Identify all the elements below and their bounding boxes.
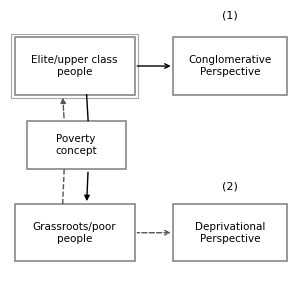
Text: Poverty
concept: Poverty concept [55, 134, 97, 156]
Text: Grassroots/poor
people: Grassroots/poor people [33, 222, 117, 243]
FancyBboxPatch shape [15, 37, 135, 95]
FancyBboxPatch shape [27, 121, 126, 169]
Text: (2): (2) [222, 182, 238, 192]
FancyBboxPatch shape [15, 204, 135, 261]
FancyBboxPatch shape [174, 37, 287, 95]
FancyBboxPatch shape [174, 204, 287, 261]
Text: (1): (1) [222, 11, 238, 21]
Text: Deprivational
Perspective: Deprivational Perspective [195, 222, 266, 243]
FancyBboxPatch shape [11, 34, 138, 98]
Text: Elite/upper class
people: Elite/upper class people [31, 55, 118, 77]
Text: Conglomerative
Perspective: Conglomerative Perspective [189, 55, 272, 77]
